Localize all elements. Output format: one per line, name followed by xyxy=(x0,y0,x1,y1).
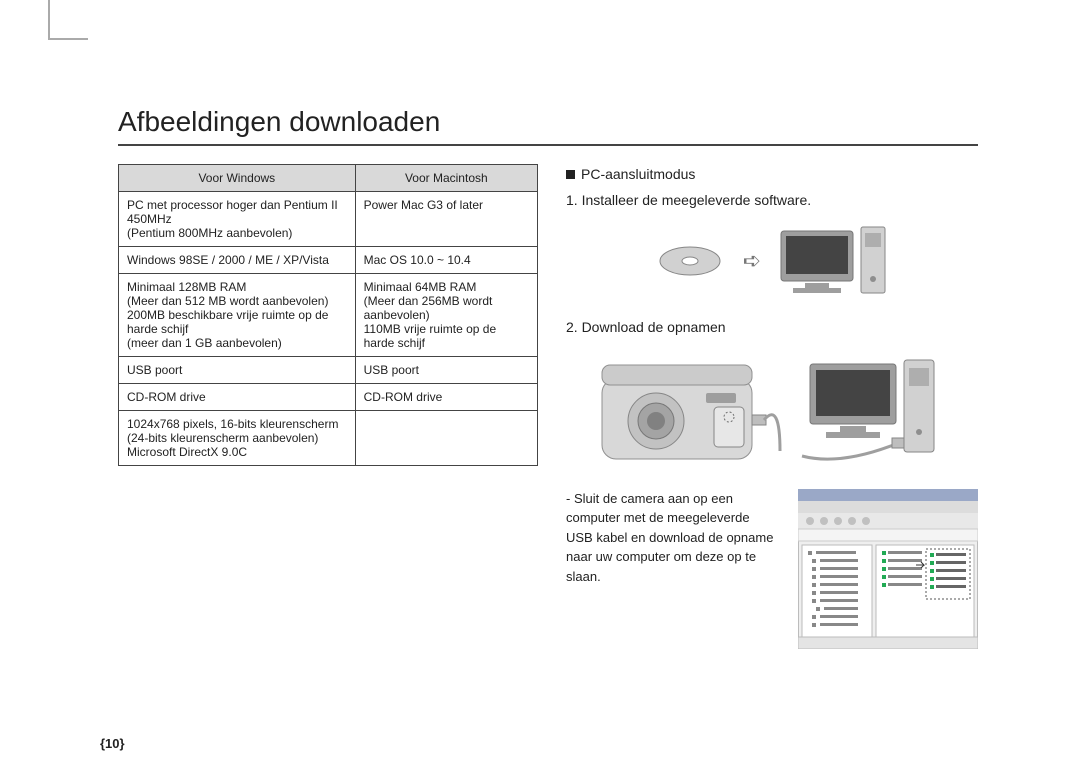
step-1: 1. Installeer de meegeleverde software. xyxy=(566,190,978,210)
table-cell xyxy=(355,411,537,466)
table-cell: CD-ROM drive xyxy=(119,384,356,411)
table-row: PC met processor hoger dan Pentium II 45… xyxy=(119,192,538,247)
table-cell: Minimaal 128MB RAM (Meer dan 512 MB word… xyxy=(119,274,356,357)
table-cell: PC met processor hoger dan Pentium II 45… xyxy=(119,192,356,247)
arrow-icon: ➪ xyxy=(743,245,761,277)
table-row: USB poortUSB poort xyxy=(119,357,538,384)
table-cell: Windows 98SE / 2000 / ME / XP/Vista xyxy=(119,247,356,274)
crop-mark xyxy=(48,0,88,40)
table-cell: USB poort xyxy=(119,357,356,384)
connection-note: - Sluit de camera aan op een computer me… xyxy=(566,489,778,587)
table-row: Windows 98SE / 2000 / ME / XP/VistaMac O… xyxy=(119,247,538,274)
requirements-table-wrap: Voor Windows Voor Macintosh PC met proce… xyxy=(118,164,538,649)
square-bullet-icon xyxy=(566,170,575,179)
pc-connected-icon xyxy=(800,356,950,466)
cd-icon xyxy=(655,239,725,283)
table-cell: 1024x768 pixels, 16-bits kleurenscherm (… xyxy=(119,411,356,466)
pc-icon xyxy=(779,225,889,297)
table-row: Minimaal 128MB RAM (Meer dan 512 MB word… xyxy=(119,274,538,357)
camera-icon xyxy=(594,351,784,471)
table-header-windows: Voor Windows xyxy=(119,165,356,192)
section-label: PC-aansluitmodus xyxy=(581,164,695,184)
install-diagram: ➪ xyxy=(566,225,978,297)
table-header-mac: Voor Macintosh xyxy=(355,165,537,192)
requirements-table: Voor Windows Voor Macintosh PC met proce… xyxy=(118,164,538,466)
table-cell: USB poort xyxy=(355,357,537,384)
table-row: 1024x768 pixels, 16-bits kleurenscherm (… xyxy=(119,411,538,466)
page-title: Afbeeldingen downloaden xyxy=(118,106,978,146)
table-row: CD-ROM driveCD-ROM drive xyxy=(119,384,538,411)
table-cell: Power Mac G3 of later xyxy=(355,192,537,247)
table-cell: Mac OS 10.0 ~ 10.4 xyxy=(355,247,537,274)
table-cell: CD-ROM drive xyxy=(355,384,537,411)
step-2: 2. Download de opnamen xyxy=(566,317,978,337)
page-number: {10} xyxy=(100,736,125,751)
table-cell: Minimaal 64MB RAM (Meer dan 256MB wordt … xyxy=(355,274,537,357)
download-diagram xyxy=(566,351,978,471)
explorer-window-icon xyxy=(798,489,978,649)
